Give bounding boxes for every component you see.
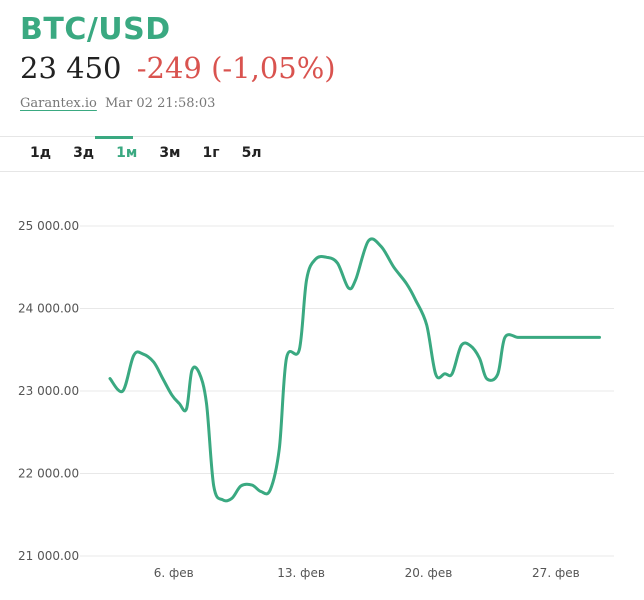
tabs-top-divider — [0, 136, 644, 137]
tab-1y[interactable]: 1г — [202, 145, 220, 161]
y-tick-label: 21 000.00 — [18, 549, 79, 563]
y-tick-label: 24 000.00 — [18, 302, 79, 316]
x-tick-label: 13. фев — [277, 566, 325, 580]
y-tick-label: 25 000.00 — [18, 219, 79, 233]
pair-title: BTC/USD — [20, 12, 171, 47]
x-tick-label: 6. фев — [154, 566, 194, 580]
tab-1d[interactable]: 1д — [30, 145, 52, 161]
x-tick-label: 27. фев — [532, 566, 580, 580]
tabs-bottom-divider — [0, 171, 644, 172]
tab-1m[interactable]: 1м — [116, 145, 138, 161]
price-series-line — [108, 237, 601, 503]
period-tabs: 1д 3д 1м 3м 1г 5л — [30, 145, 284, 161]
x-tick-label: 20. фев — [405, 566, 453, 580]
quote-header: BTC/USD 23 450 -249 (-1,05%) Garantex.io… — [20, 10, 336, 111]
active-tab-indicator — [95, 136, 133, 139]
y-tick-label: 23 000.00 — [18, 384, 79, 398]
price-change: -249 (-1,05%) — [136, 51, 336, 85]
quote-meta: Garantex.io Mar 02 21:58:03 — [20, 96, 336, 111]
price-row: 23 450 -249 (-1,05%) — [20, 50, 336, 86]
tab-5y[interactable]: 5л — [241, 145, 262, 161]
y-tick-label: 22 000.00 — [18, 467, 79, 481]
tab-3m[interactable]: 3м — [159, 145, 181, 161]
timestamp: Mar 02 21:58:03 — [104, 96, 216, 111]
current-price: 23 450 — [20, 51, 122, 85]
source-link[interactable]: Garantex.io — [20, 96, 97, 111]
tab-3d[interactable]: 3д — [73, 145, 95, 161]
